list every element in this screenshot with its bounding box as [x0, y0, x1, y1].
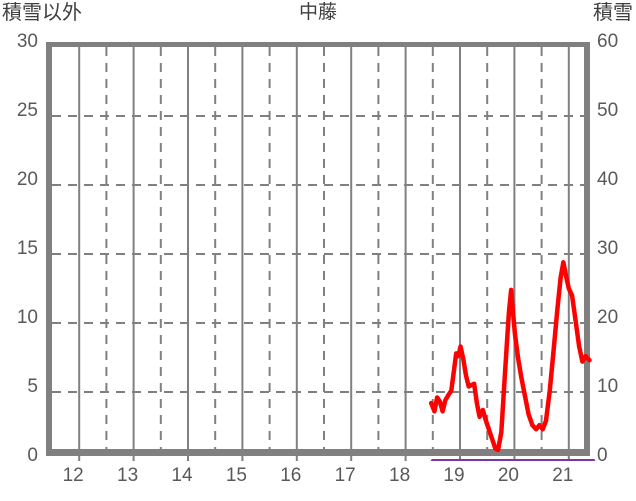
- y-axis-right-tick-label: 0: [597, 445, 608, 466]
- left-axis-caption: 積雪以外: [2, 2, 82, 24]
- x-axis-tick-label: 15: [225, 465, 247, 486]
- x-axis-tick-label: 17: [334, 465, 356, 486]
- y-axis-left-tick-label: 15: [16, 238, 38, 259]
- y-axis-right-tick-label: 20: [597, 307, 619, 328]
- y-axis-left-tick-label: 30: [16, 31, 38, 52]
- x-axis-tick-label: 14: [171, 465, 193, 486]
- y-axis-right-tick-label: 50: [597, 100, 619, 121]
- y-axis-left-tick-label: 20: [16, 169, 38, 190]
- right-axis-caption: 積雪: [593, 2, 633, 24]
- x-axis-tick-label: 13: [117, 465, 139, 486]
- x-axis-tick-label: 19: [443, 465, 465, 486]
- x-axis-tick-label: 16: [280, 465, 302, 486]
- y-axis-left-tick-label: 0: [27, 445, 38, 466]
- x-axis-tick-label: 21: [552, 465, 574, 486]
- plot-inner: [52, 47, 596, 461]
- y-axis-right-tick-label: 60: [597, 31, 619, 52]
- plot-frame: [46, 42, 596, 461]
- y-axis-left-tick-label: 5: [27, 376, 38, 397]
- x-axis-tick-label: 20: [497, 465, 519, 486]
- x-axis-tick-label: 12: [62, 465, 84, 486]
- y-axis-right-tick-label: 30: [597, 238, 619, 259]
- series-line-other: [428, 260, 592, 453]
- plot-svg: [52, 47, 596, 461]
- y-axis-right-tick-label: 40: [597, 169, 619, 190]
- x-axis-tick-label: 18: [389, 465, 411, 486]
- y-axis-left-tick-label: 10: [16, 307, 38, 328]
- chart-title: 中藤: [298, 2, 337, 23]
- y-axis-right-tick-label: 10: [597, 376, 619, 397]
- y-axis-left-tick-label: 25: [16, 100, 38, 121]
